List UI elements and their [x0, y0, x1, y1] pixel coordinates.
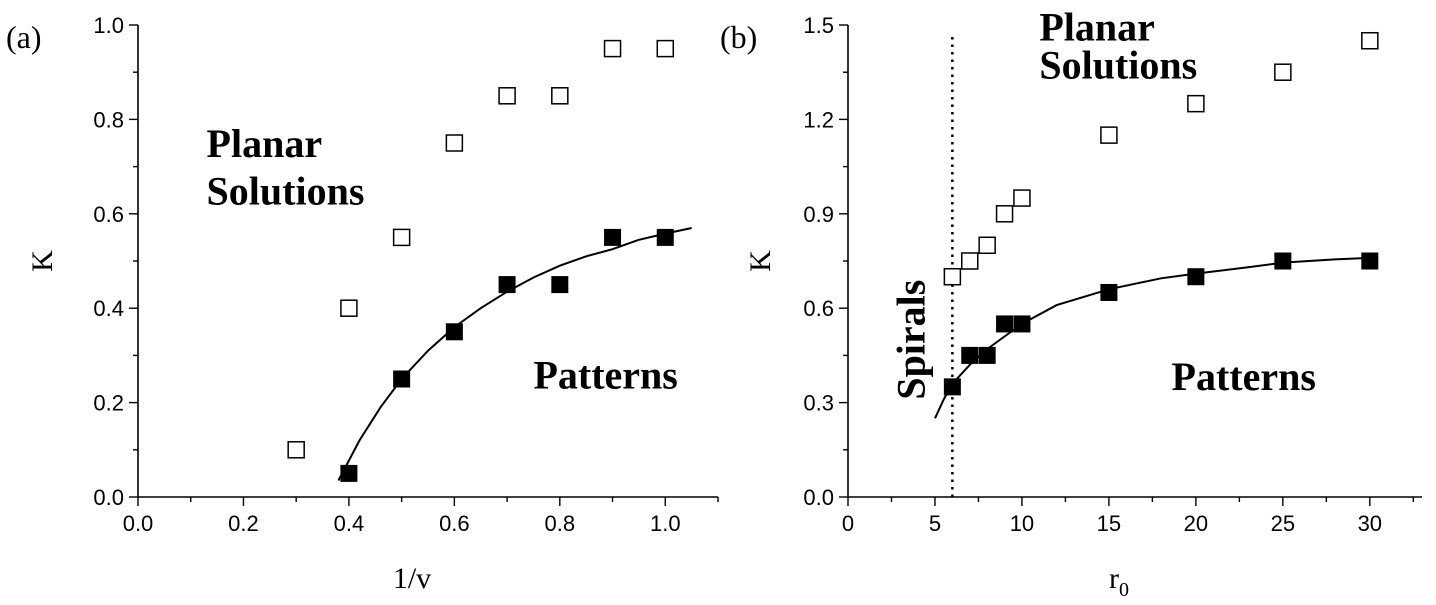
y-axis-title: K [744, 250, 777, 272]
region-label-solutions: Solutions [207, 168, 365, 213]
open-square-point [1361, 31, 1379, 50]
x-axis-title-subscript: 0 [1119, 579, 1129, 601]
y-tick-label: 0.3 [803, 391, 834, 416]
filled-square-point [1274, 252, 1292, 270]
x-tick-label: 25 [1271, 511, 1295, 536]
x-axis-title-text: 1/v [393, 562, 431, 595]
filled-square-point [551, 276, 569, 294]
open-square-point [978, 236, 996, 255]
open-square-point [1100, 126, 1118, 144]
x-axis-title: 1/v [393, 562, 431, 595]
y-tick-label: 0.6 [93, 202, 124, 227]
x-tick-label: 15 [1097, 511, 1121, 536]
x-tick-label: 20 [1184, 511, 1208, 536]
filled-square-point [996, 315, 1014, 333]
filled-square-point [1187, 268, 1205, 286]
open-square-point [1013, 189, 1031, 207]
x-tick-label: 0.2 [228, 511, 259, 536]
open-square-point [1187, 94, 1205, 113]
region-label-planar: Planar [1039, 5, 1155, 50]
x-tick-label: 0.0 [123, 511, 154, 536]
filled-square-point [1100, 283, 1118, 301]
y-tick-label: 0.6 [803, 296, 834, 321]
open-square-point [445, 134, 464, 152]
x-tick-label: 0.6 [439, 511, 470, 536]
open-square-point [656, 39, 675, 58]
y-tick-label: 0.0 [803, 485, 834, 510]
filled-square-point [340, 464, 358, 482]
fit-curve [934, 256, 1370, 419]
panel-label: (b) [720, 19, 757, 55]
region-label-planar: Planar [207, 121, 323, 166]
open-square-point [287, 441, 305, 459]
open-square-point [392, 228, 411, 247]
x-tick-label: 10 [1010, 511, 1034, 536]
y-tick-label: 0.9 [803, 202, 834, 227]
fit-curve [337, 227, 692, 481]
open-square-point [943, 267, 962, 286]
x-axis-title: r0 [1109, 562, 1129, 601]
y-tick-label: 0.0 [93, 485, 124, 510]
open-square-point [1274, 63, 1292, 81]
panel-label: (a) [6, 19, 42, 55]
y-tick-label: 0.8 [93, 107, 124, 132]
x-tick-label: 30 [1358, 511, 1382, 536]
filled-square-point [1361, 252, 1379, 270]
open-square-point [603, 39, 622, 58]
filled-square-point [604, 228, 622, 246]
open-square-point [498, 87, 516, 105]
x-tick-label: 0.4 [334, 511, 365, 536]
filled-square-point [498, 276, 516, 294]
panel-a: 0.0 0.2 0.4 0.6 0.8 1.0 0.0 0.2 0.4 0.6 0.8 1.0 1/v K… [6, 13, 719, 595]
filled-square-point [445, 323, 463, 341]
x-axis-title-text: r [1109, 562, 1119, 595]
y-tick-label: 0.2 [93, 391, 124, 416]
y-tick-label: 1.5 [803, 13, 834, 38]
region-label-patterns: Patterns [533, 352, 677, 397]
open-square-point [961, 252, 979, 270]
y-tick-label: 1.0 [93, 13, 124, 38]
region-label-solutions: Solutions [1039, 42, 1197, 87]
open-square-point [995, 205, 1014, 223]
y-axis-title: K [26, 250, 59, 272]
open-square-point [340, 299, 358, 317]
y-tick-label: 0.4 [93, 296, 124, 321]
x-tick-label: 0 [842, 511, 854, 536]
x-tick-label: 5 [929, 511, 941, 536]
region-label-patterns: Patterns [1172, 354, 1316, 399]
filled-square-point [961, 346, 979, 364]
open-square-point [551, 87, 569, 105]
x-tick-label: 0.8 [545, 511, 576, 536]
y-tick-label: 1.2 [803, 107, 834, 132]
x-tick-label: 1.0 [650, 511, 681, 536]
region-label-spirals: Spirals [889, 280, 934, 400]
